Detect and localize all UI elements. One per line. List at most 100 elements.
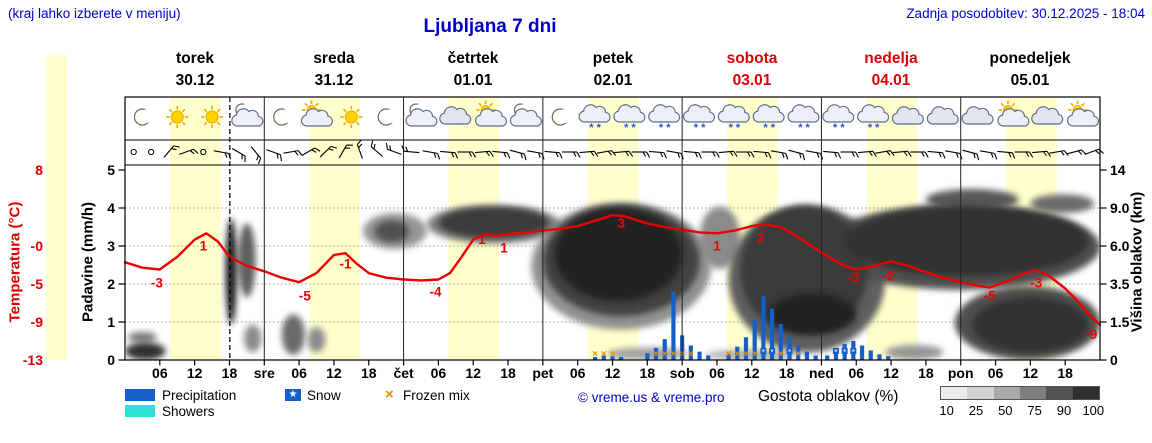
- svg-text:-3: -3: [847, 270, 859, 285]
- gridlines: [125, 207, 1100, 323]
- svg-text:×: ×: [592, 349, 598, 360]
- svg-text:ned: ned: [809, 365, 834, 381]
- weather-icon-moon-cloud: [509, 103, 542, 127]
- svg-text:* *: * *: [868, 122, 880, 134]
- svg-text:×: ×: [653, 349, 659, 360]
- cloud-density-step: [993, 387, 1020, 399]
- weather-icon-cloud-snow: * *: [613, 104, 646, 134]
- svg-text:14: 14: [1110, 162, 1126, 178]
- day-date-torek: 30.12: [175, 72, 215, 89]
- svg-text:-2: -2: [882, 268, 894, 283]
- svg-text:* *: * *: [659, 122, 671, 134]
- svg-text:-5: -5: [984, 288, 996, 303]
- svg-text:čet: čet: [393, 365, 414, 381]
- weather-icon-cloud-snow: * *: [857, 104, 890, 134]
- cloud-density-label: Gostota oblakov (%): [758, 388, 899, 405]
- axis-title-cloud-height: Višina oblakov (km): [1128, 191, 1146, 333]
- cloud-density-step: [1019, 387, 1047, 399]
- svg-text:* *: * *: [589, 122, 601, 134]
- svg-text:-13: -13: [23, 352, 43, 368]
- day-name-nedelja: nedelja: [864, 50, 918, 67]
- day-name-petek: petek: [592, 50, 634, 67]
- svg-text:×: ×: [734, 349, 740, 360]
- scale-tick: 90: [1056, 403, 1072, 418]
- weather-icon-moon-cloud: [405, 103, 438, 127]
- svg-text:×: ×: [679, 349, 685, 360]
- day-name-torek: torek: [176, 50, 214, 67]
- svg-text:1: 1: [500, 240, 508, 255]
- weather-icon-sun-cloud: [1066, 100, 1100, 127]
- day-name-cetrtek: četrtek: [447, 50, 499, 67]
- svg-text:-0: -0: [31, 238, 44, 254]
- weather-icon-sun-cloud: [997, 100, 1030, 127]
- day-date-sreda: 31.12: [314, 72, 354, 89]
- svg-text:pon: pon: [948, 365, 974, 381]
- svg-text:5: 5: [107, 162, 115, 178]
- svg-text:18: 18: [500, 365, 516, 381]
- day-date-nedelja: 04.01: [871, 72, 911, 89]
- scale-tick: 100: [1082, 403, 1105, 418]
- svg-text:* *: * *: [833, 122, 845, 134]
- svg-text:*: *: [771, 348, 774, 357]
- day-date-petek: 02.01: [593, 72, 633, 89]
- svg-text:06: 06: [152, 365, 168, 381]
- svg-text:2: 2: [757, 230, 765, 245]
- plot-frame: [124, 96, 1101, 361]
- svg-text:1: 1: [713, 239, 721, 254]
- svg-text:*: *: [788, 348, 791, 357]
- copyright-link[interactable]: © vreme.us & vreme.pro: [578, 390, 725, 405]
- svg-text:06: 06: [988, 365, 1004, 381]
- last-updated: Zadnja posodobitev: 30.12.2025 - 18:04: [906, 6, 1145, 21]
- svg-text:×: ×: [688, 349, 694, 360]
- svg-text:2: 2: [107, 276, 115, 292]
- svg-text:*: *: [852, 348, 855, 357]
- svg-text:18: 18: [640, 365, 656, 381]
- day-name-sobota: sobota: [726, 50, 778, 67]
- cloud-layers: [126, 189, 1099, 360]
- svg-text:18: 18: [361, 365, 377, 381]
- daylight-bands: [169, 97, 1057, 360]
- weather-icon-moon: [273, 108, 293, 126]
- svg-text:×: ×: [778, 349, 784, 360]
- svg-text:1: 1: [200, 239, 208, 254]
- svg-text:6.0: 6.0: [1110, 238, 1130, 254]
- axis-title-precipitation: Padavine (mm/h): [79, 201, 97, 323]
- svg-text:* *: * *: [798, 122, 810, 134]
- precipitation-bars: × × × × × × × × × × × × * * × * × * * *: [592, 291, 891, 360]
- svg-text:12: 12: [744, 365, 760, 381]
- svg-text:06: 06: [848, 365, 864, 381]
- snow-label: Snow: [307, 388, 341, 403]
- precipitation-label: Precipitation: [162, 388, 237, 403]
- svg-text:12: 12: [883, 365, 899, 381]
- showers-label: Showers: [162, 404, 215, 419]
- weather-icon-cloud-snow: * *: [682, 104, 716, 134]
- frozen-mix-icon: ×: [385, 386, 394, 403]
- cloud-density-step: [1072, 387, 1099, 399]
- weather-icon-cloud: [891, 106, 924, 125]
- day-date-cetrtek: 01.01: [453, 72, 493, 89]
- svg-text:-9: -9: [1085, 327, 1097, 342]
- svg-text:4: 4: [107, 200, 115, 216]
- weather-icon-cloud: [1031, 106, 1064, 125]
- svg-text:* *: * *: [729, 122, 741, 134]
- svg-text:-5: -5: [31, 276, 44, 292]
- weather-icon-moon: [133, 108, 154, 126]
- scale-tick: 25: [968, 403, 984, 418]
- svg-text:sob: sob: [670, 365, 695, 381]
- showers-swatch: [125, 405, 155, 417]
- weather-icon-cloud: [439, 106, 472, 125]
- wind-barbs: [130, 139, 1104, 165]
- weather-icon-cloud: [926, 106, 959, 125]
- svg-text:3.5: 3.5: [1110, 276, 1130, 292]
- svg-text:3: 3: [107, 238, 115, 254]
- svg-text:×: ×: [743, 349, 749, 360]
- weather-icon-sun: [166, 106, 189, 128]
- day-name-sreda: sreda: [313, 50, 355, 67]
- day-date-ponedeljek: 05.01: [1010, 72, 1050, 89]
- frozen-mix-label: Frozen mix: [403, 388, 470, 403]
- weather-icon-cloud: [961, 106, 994, 125]
- svg-text:18: 18: [1057, 365, 1073, 381]
- weather-icon-cloud-snow: * *: [717, 104, 750, 134]
- svg-text:1.5: 1.5: [1110, 314, 1130, 330]
